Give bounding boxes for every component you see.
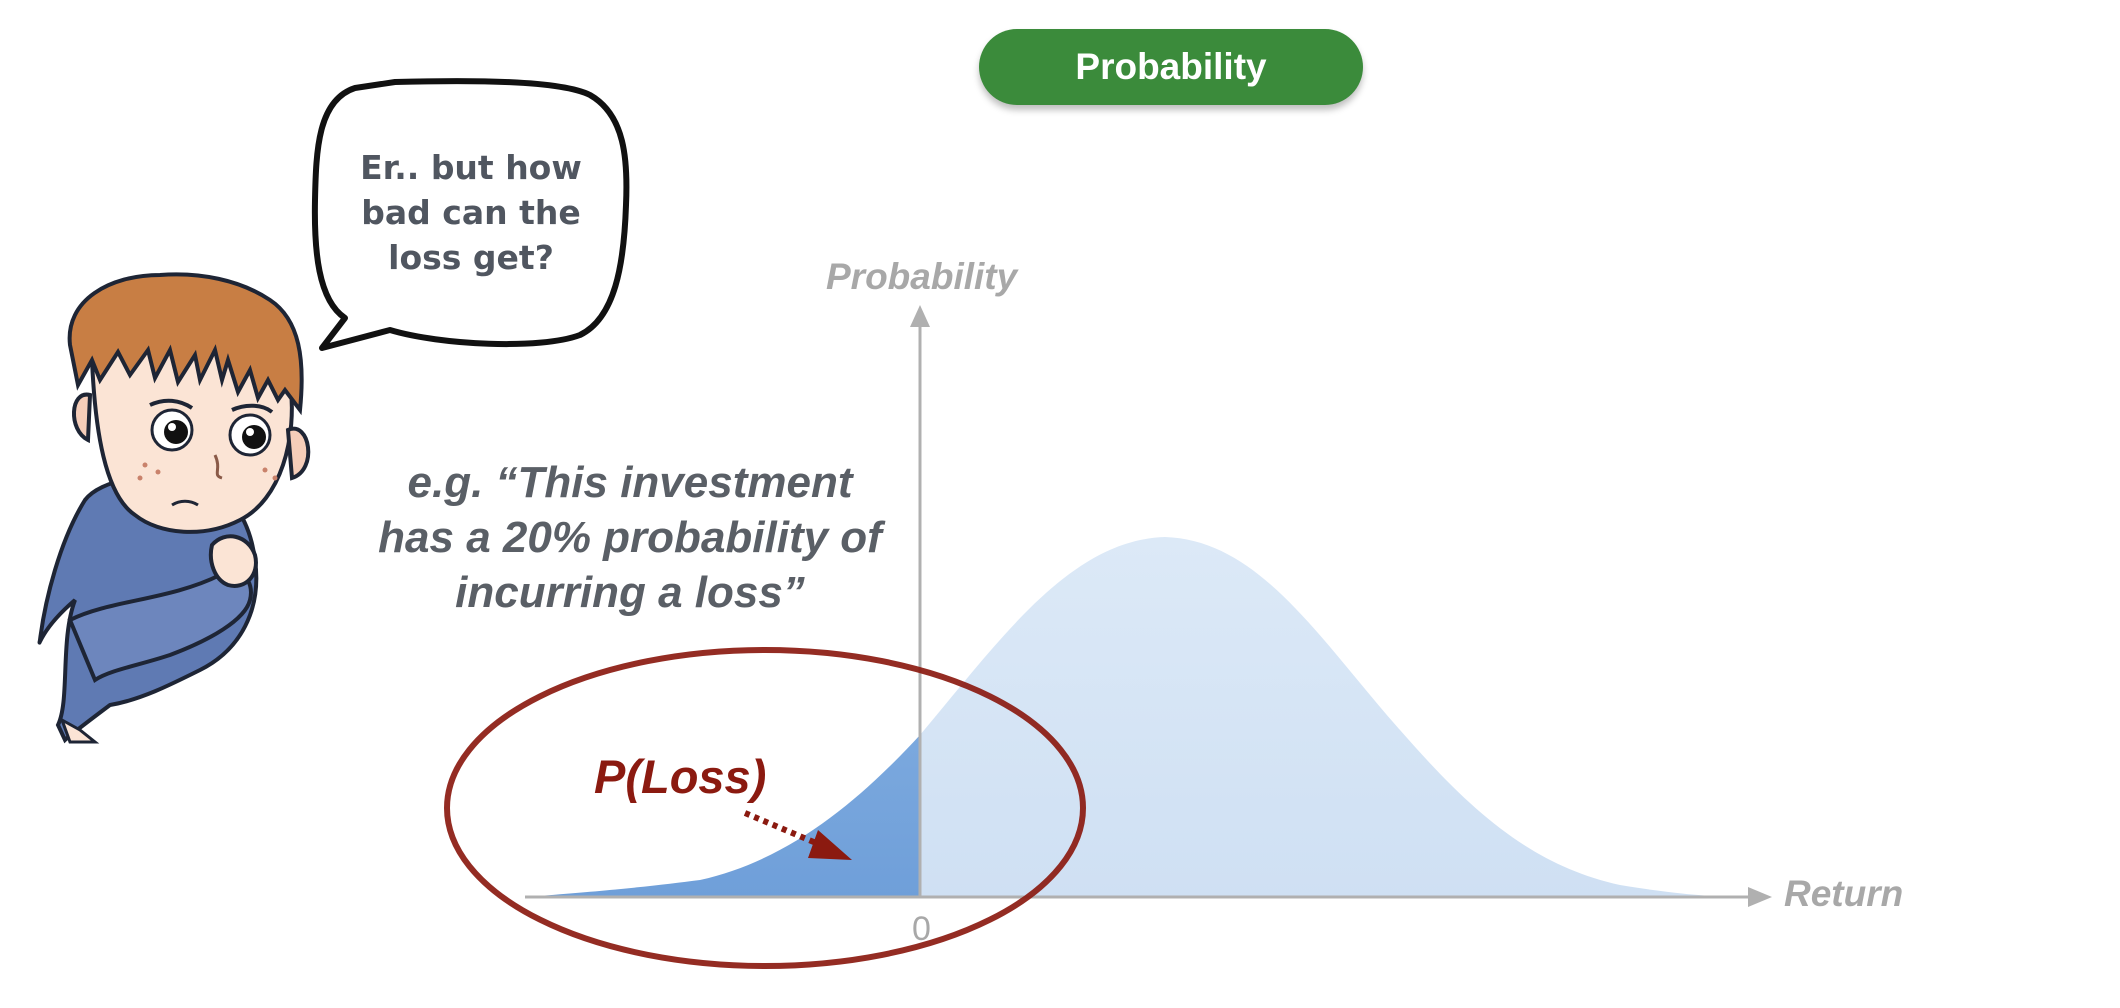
x-axis-arrowhead [1748, 887, 1772, 907]
thinking-boy-illustration [37, 272, 311, 744]
speech-bubble-text: Er.. but how bad can the loss get? [360, 148, 582, 277]
loss-probability-quote: e.g. “This investment has a 20% probabil… [378, 458, 882, 617]
origin-label: 0 [912, 910, 931, 948]
y-axis-arrowhead [910, 305, 930, 327]
x-axis-label: Return [1784, 873, 1904, 914]
probability-title-label: Probability [1075, 46, 1267, 87]
loss-highlight-ellipse [444, 647, 1086, 969]
ploss-arrowhead [808, 830, 852, 860]
speech-bubble [311, 78, 630, 351]
gain-area [920, 537, 1740, 897]
probability-title-pill: Probability [979, 29, 1363, 105]
ploss-label: P(Loss) [594, 750, 767, 803]
y-axis-label: Probability [826, 256, 1018, 297]
